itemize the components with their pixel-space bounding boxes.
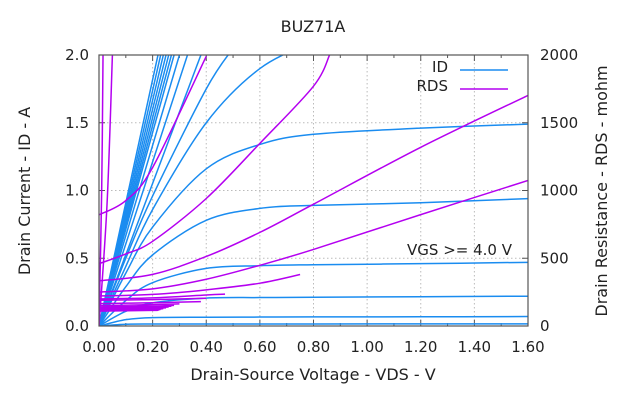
legend-label-id: ID xyxy=(432,58,448,76)
y-tick-label: 2.0 xyxy=(65,46,89,64)
y2-tick-label: 1500 xyxy=(540,114,578,132)
id-curve xyxy=(99,261,528,326)
id-curve xyxy=(99,197,528,326)
rds-curve xyxy=(99,56,207,216)
x-tick-label: 1.20 xyxy=(404,338,437,356)
legend-label-rds: RDS xyxy=(417,77,449,95)
id-curve xyxy=(99,55,285,326)
x-tick-label: 1.40 xyxy=(458,338,491,356)
x-axis-label: Drain-Source Voltage - VDS - V xyxy=(190,365,435,384)
y-tick-label: 0.5 xyxy=(65,249,89,267)
rds-curve xyxy=(99,55,104,326)
x-tick-label: 1.60 xyxy=(511,338,544,356)
y-axis-label: Drain Current - ID - A xyxy=(15,107,34,275)
rds-curve xyxy=(99,303,180,307)
id-curve xyxy=(99,323,528,326)
rds-curve xyxy=(99,179,528,293)
rds-curve xyxy=(99,55,114,326)
id-curve xyxy=(99,55,181,326)
y-tick-label: 0.0 xyxy=(65,317,89,335)
x-tick-label: 0.40 xyxy=(190,338,223,356)
chart-title: BUZ71A xyxy=(281,17,346,36)
rds-curve xyxy=(99,55,331,265)
id-curve xyxy=(99,55,189,326)
id-curve xyxy=(99,55,159,326)
rds-curve xyxy=(99,94,528,282)
y2-tick-label: 500 xyxy=(540,249,569,267)
id-curve xyxy=(99,123,528,326)
x-tick-label: 1.00 xyxy=(350,338,383,356)
vgs-annotation: VGS >= 4.0 V xyxy=(407,241,513,259)
x-tick-label: 0.60 xyxy=(243,338,276,356)
legend: ID RDS xyxy=(417,58,508,95)
y2-tick-label: 0 xyxy=(540,317,550,335)
rds-curve xyxy=(99,293,226,300)
x-tick-label: 0.80 xyxy=(297,338,330,356)
y2-axis-label: Drain Resistance - RDS - mohm xyxy=(592,65,611,316)
plot-frame xyxy=(98,54,529,327)
x-tick-label: 0.00 xyxy=(82,338,115,356)
x-tick-label: 0.20 xyxy=(136,338,169,356)
id-curve xyxy=(99,315,528,326)
y-tick-label: 1.0 xyxy=(65,182,89,200)
id-curve xyxy=(99,55,202,326)
rds-curve xyxy=(99,297,207,302)
rds-curve xyxy=(99,309,160,312)
y-tick-label: 1.5 xyxy=(65,114,89,132)
rds-curve xyxy=(99,300,201,305)
rds-curve xyxy=(99,273,301,297)
y2-tick-label: 2000 xyxy=(540,46,578,64)
y2-tick-label: 1000 xyxy=(540,182,578,200)
